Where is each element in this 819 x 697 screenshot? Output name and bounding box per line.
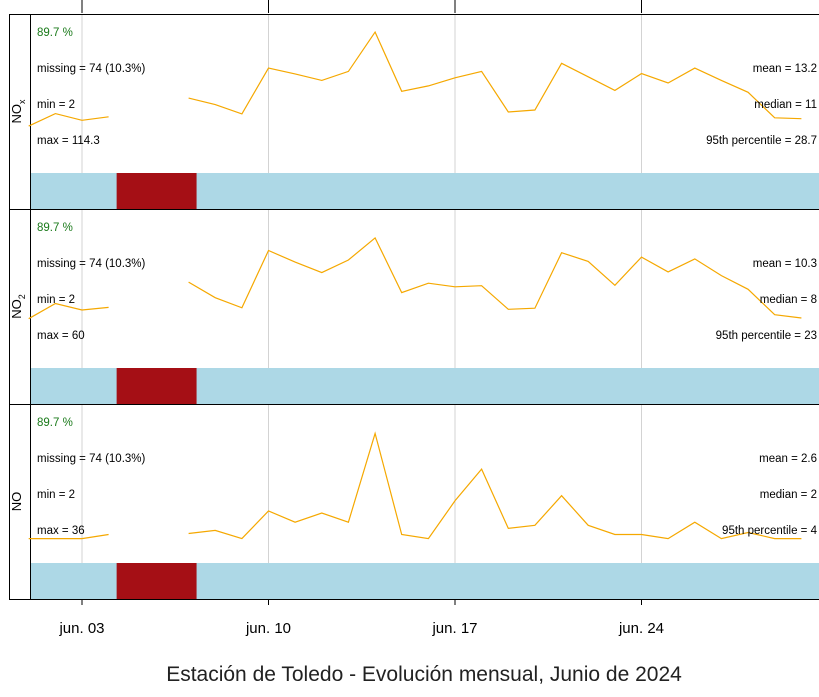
stat-mean: mean = 2.6	[759, 453, 817, 465]
stat-median: median = 8	[760, 294, 817, 306]
panel-label-subscript: 2	[17, 294, 27, 299]
series-line	[188, 236, 802, 319]
stat-missing: missing = 74 (10.3%)	[37, 63, 146, 75]
stat-min: min = 2	[37, 99, 75, 111]
series-line	[28, 302, 109, 320]
stat-mean: mean = 13.2	[753, 63, 817, 75]
missing-bar	[116, 368, 197, 404]
stat-capture: 89.7 %	[37, 27, 73, 39]
x-tick-label: jun. 03	[58, 620, 104, 637]
stat-p95: 95th percentile = 28.7	[706, 135, 817, 147]
series-line	[188, 431, 802, 540]
series-line	[188, 30, 802, 120]
stat-max: max = 36	[37, 525, 85, 537]
stat-max: max = 60	[37, 330, 85, 342]
stat-median: median = 2	[760, 489, 817, 501]
stat-median: median = 11	[754, 99, 817, 111]
panel-1: NOx 89.7 % missing = 74 (10.3%) min = 2 max …	[9, 14, 819, 210]
stat-mean: mean = 10.3	[753, 258, 817, 270]
stat-p95: 95th percentile = 4	[722, 525, 818, 537]
stat-capture: 89.7 %	[37, 222, 73, 234]
x-tick-label: jun. 17	[431, 620, 477, 637]
stat-capture: 89.7 %	[37, 417, 73, 429]
stat-missing: missing = 74 (10.3%)	[37, 453, 146, 465]
panel-3: NO 89.7 % missing = 74 (10.3%) min = 2 max =…	[9, 404, 819, 600]
series-line	[28, 112, 109, 127]
stat-min: min = 2	[37, 489, 75, 501]
stat-p95: 95th percentile = 23	[716, 330, 817, 342]
stat-missing: missing = 74 (10.3%)	[37, 258, 146, 270]
panel-label: NO	[9, 492, 24, 512]
stat-min: min = 2	[37, 294, 75, 306]
x-tick-label: jun. 10	[245, 620, 291, 637]
stat-max: max = 114.3	[37, 135, 100, 147]
panel-2: NO2 89.7 % missing = 74 (10.3%) min = 2 max …	[9, 209, 819, 405]
missing-bar	[116, 563, 197, 599]
panel-label-subscript: x	[17, 99, 27, 104]
panel-label: NO2	[9, 294, 27, 319]
missing-bar	[116, 173, 197, 209]
panel-frame	[30, 404, 819, 600]
series-line	[28, 533, 109, 540]
x-tick-label: jun. 24	[618, 620, 664, 637]
panel-label: NOx	[9, 99, 27, 124]
chart-title: Estación de Toledo - Evolución mensual, …	[166, 663, 682, 686]
